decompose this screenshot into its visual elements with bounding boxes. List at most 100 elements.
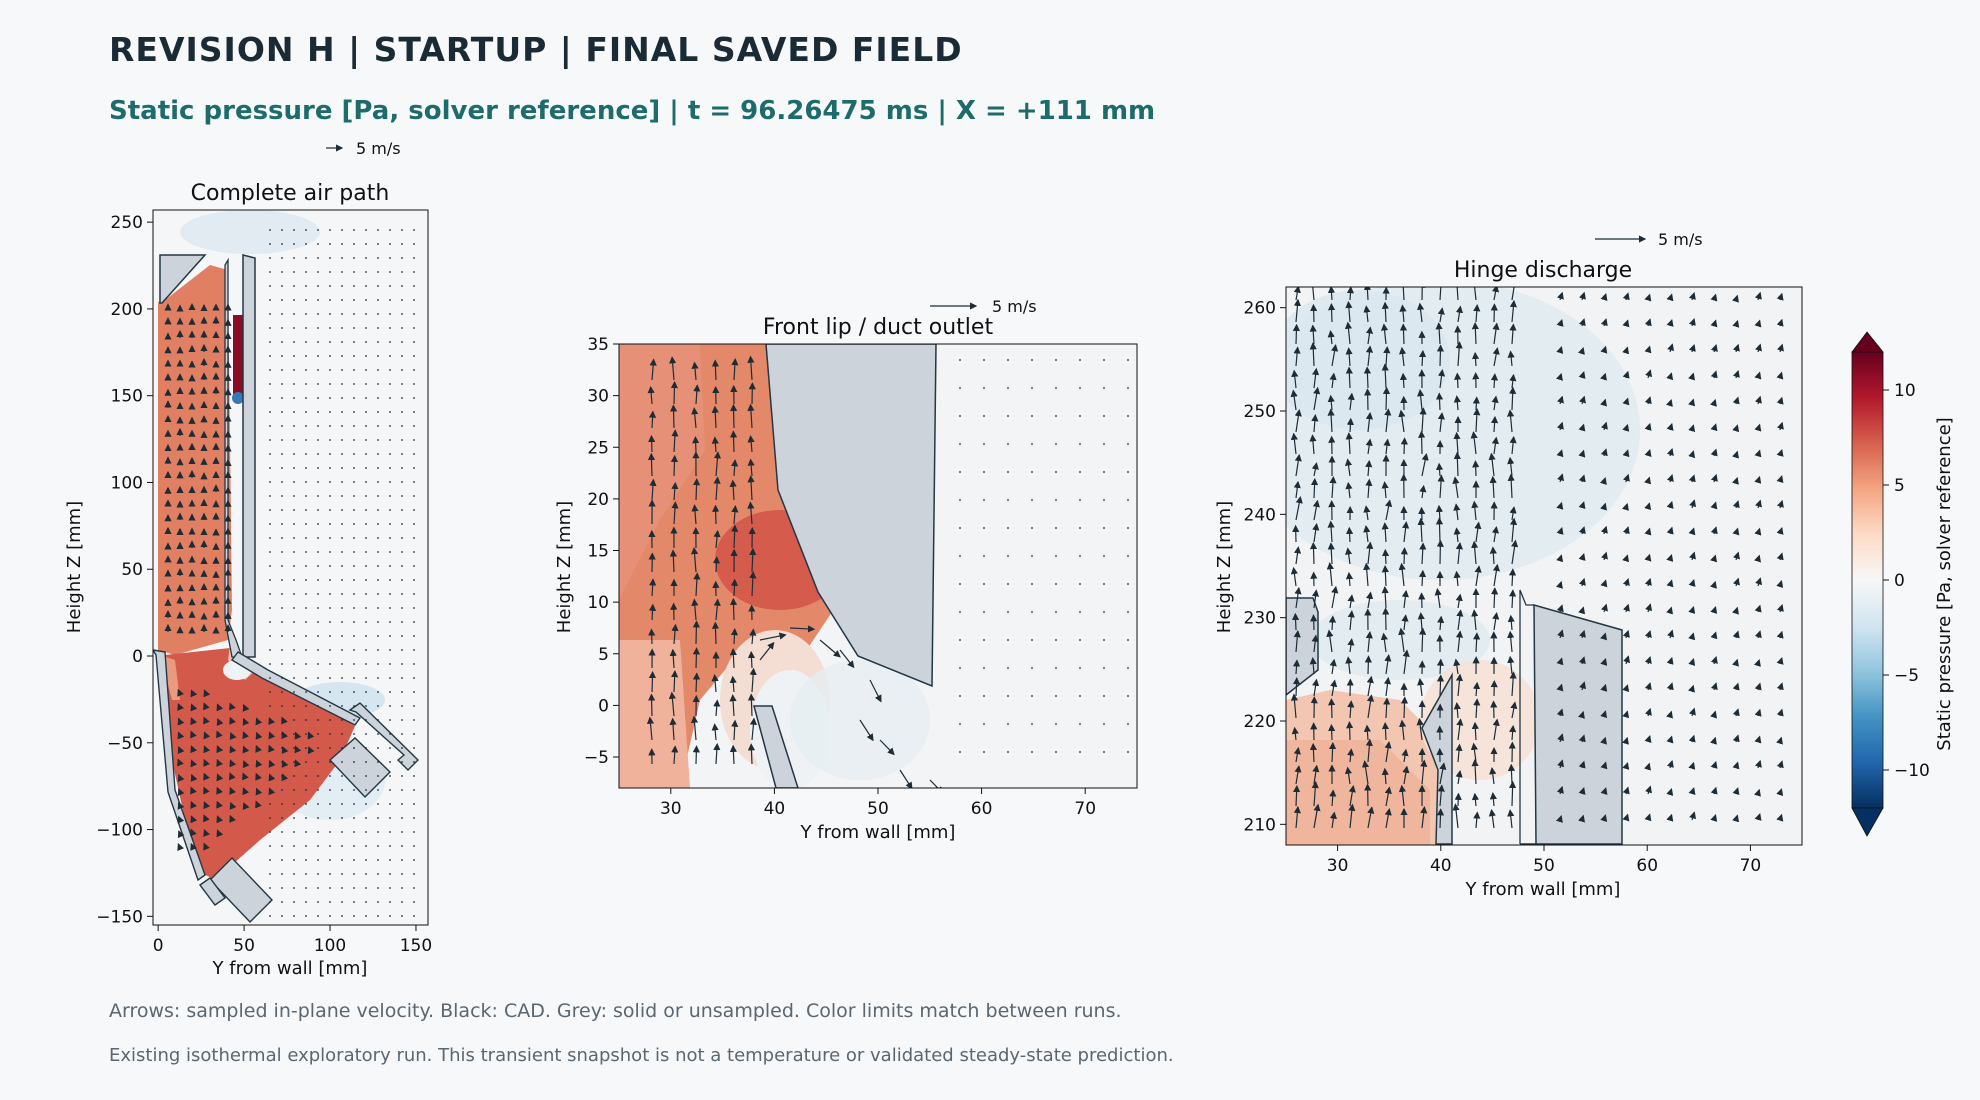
velocity-dot <box>329 425 331 427</box>
velocity-dot <box>1055 387 1057 389</box>
y-axis-label: Height Z [mm] <box>64 501 85 633</box>
velocity-arrow <box>1557 395 1564 405</box>
velocity-arrow <box>1623 655 1631 665</box>
velocity-dot <box>341 257 343 259</box>
velocity-dot <box>341 607 343 609</box>
velocity-arrow <box>1578 787 1586 795</box>
velocity-dot <box>389 229 391 231</box>
velocity-arrow <box>1665 398 1673 407</box>
velocity-arrow <box>1328 723 1336 741</box>
velocity-dot <box>389 901 391 903</box>
velocity-arrow <box>1434 587 1442 609</box>
velocity-arrow <box>1776 371 1784 380</box>
velocity-dot <box>305 551 307 553</box>
velocity-dot <box>377 649 379 651</box>
velocity-dot <box>389 775 391 777</box>
x-tick-label: 40 <box>764 799 786 819</box>
velocity-dot <box>983 499 985 501</box>
velocity-arrow <box>1471 792 1480 807</box>
velocity-dot <box>329 859 331 861</box>
velocity-dot <box>1079 611 1081 613</box>
velocity-dot <box>317 719 319 721</box>
velocity-arrow <box>1471 351 1480 367</box>
velocity-dot <box>1055 611 1057 613</box>
velocity-dot <box>1127 359 1129 361</box>
velocity-dot <box>401 495 403 497</box>
y-tick-label: 20 <box>587 490 609 510</box>
velocity-arrow <box>1491 587 1499 609</box>
velocity-dot <box>281 817 283 819</box>
velocity-dot <box>269 439 271 441</box>
velocity-dot <box>389 677 391 679</box>
velocity-dot <box>365 579 367 581</box>
velocity-dot <box>401 341 403 343</box>
velocity-dot <box>377 481 379 483</box>
velocity-arrow <box>747 501 755 525</box>
velocity-arrow <box>1400 437 1408 455</box>
velocity-dot <box>377 495 379 497</box>
velocity-arrow <box>1312 287 1315 301</box>
velocity-dot <box>269 341 271 343</box>
velocity-arrow <box>1510 701 1518 719</box>
velocity-arrow <box>1509 323 1517 345</box>
velocity-arrow <box>789 625 816 633</box>
velocity-dot <box>365 733 367 735</box>
velocity-dot <box>401 789 403 791</box>
velocity-arrow <box>1347 748 1355 763</box>
velocity-arrow <box>1579 291 1586 301</box>
velocity-dot <box>1103 555 1105 557</box>
velocity-dot <box>353 747 355 749</box>
velocity-arrow <box>1666 813 1674 822</box>
slot-high-pressure <box>233 315 243 395</box>
velocity-arrow <box>1689 707 1696 717</box>
velocity-dot <box>401 467 403 469</box>
velocity-dot <box>269 313 271 315</box>
lower-lip-cad <box>753 705 799 788</box>
velocity-dot <box>377 271 379 273</box>
velocity-dot <box>389 481 391 483</box>
velocity-dot <box>377 425 379 427</box>
velocity-dot <box>305 747 307 749</box>
velocity-arrow <box>1456 718 1464 741</box>
velocity-dot <box>401 859 403 861</box>
velocity-dot <box>377 411 379 413</box>
velocity-dot <box>329 719 331 721</box>
velocity-arrow <box>1600 448 1608 457</box>
velocity-dot <box>401 439 403 441</box>
velocity-dot <box>413 509 415 511</box>
velocity-arrow <box>749 628 757 645</box>
velocity-dot <box>341 733 343 735</box>
velocity-dot <box>353 691 355 693</box>
velocity-arrow <box>1366 675 1374 697</box>
velocity-arrow <box>1578 474 1586 483</box>
velocity-dot <box>329 607 331 609</box>
velocity-dot <box>1007 555 1009 557</box>
velocity-dot <box>281 747 283 749</box>
velocity-arrow <box>1345 571 1354 587</box>
velocity-dot <box>269 901 271 903</box>
velocity-arrow <box>1474 521 1482 543</box>
velocity-dot <box>365 383 367 385</box>
velocity-arrow <box>255 800 262 809</box>
velocity-dot <box>293 523 295 525</box>
velocity-dot <box>377 579 379 581</box>
velocity-dot <box>1103 751 1105 753</box>
velocity-arrow <box>203 716 210 725</box>
velocity-arrow <box>1345 481 1353 499</box>
velocity-dot <box>293 845 295 847</box>
velocity-arrow <box>1507 350 1515 367</box>
velocity-dot <box>269 285 271 287</box>
velocity-dot <box>293 243 295 245</box>
velocity-arrow <box>1754 319 1762 328</box>
velocity-dot <box>1007 751 1009 753</box>
velocity-dot <box>389 243 391 245</box>
velocity-dot <box>983 583 985 585</box>
velocity-arrow <box>1644 476 1652 485</box>
lip-body-cad <box>765 344 937 688</box>
velocity-dot <box>281 719 283 721</box>
velocity-dot <box>281 313 283 315</box>
velocity-dot <box>413 873 415 875</box>
velocity-arrow <box>1381 363 1389 389</box>
velocity-dot <box>353 285 355 287</box>
velocity-dot <box>329 299 331 301</box>
